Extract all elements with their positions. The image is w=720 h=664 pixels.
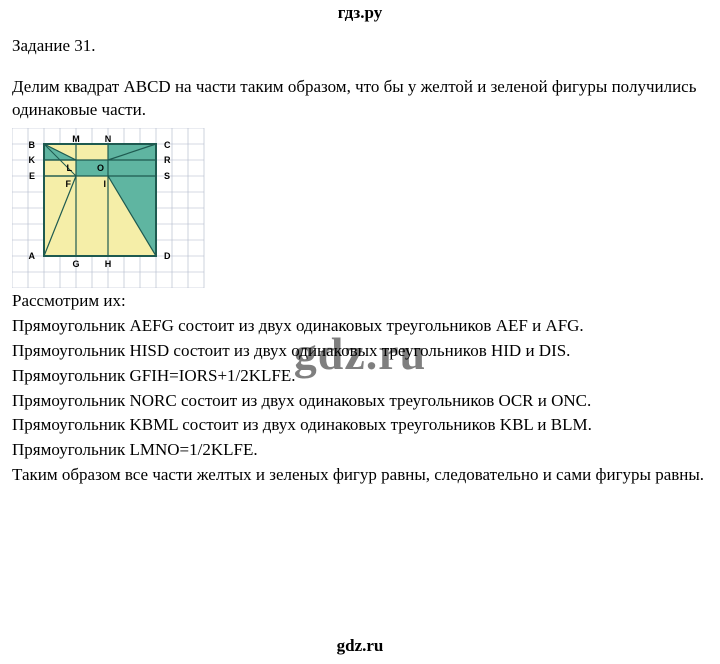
task-title: Задание 31. — [12, 35, 708, 58]
svg-text:H: H — [105, 259, 112, 269]
after-figure-label: Рассмотрим их: — [12, 290, 708, 313]
svg-text:C: C — [164, 140, 171, 150]
content-area: Задание 31. Делим квадрат ABCD на части … — [0, 25, 720, 487]
svg-text:B: B — [29, 140, 36, 150]
svg-text:K: K — [29, 155, 36, 165]
geometry-figure: B M N C K R L O E F I S A G H D — [12, 128, 218, 288]
site-name: гдз.ру — [338, 3, 383, 22]
site-header: гдз.ру — [0, 0, 720, 25]
watermark-footer: gdz.ru — [337, 635, 384, 658]
paragraph-4: Прямоугольник NORC состоит из двух одина… — [12, 390, 708, 413]
page-root: гдз.ру Задание 31. Делим квадрат ABCD на… — [0, 0, 720, 664]
svg-text:M: M — [72, 134, 80, 144]
paragraph-6: Прямоугольник LMNO=1/2KLFE. — [12, 439, 708, 462]
svg-text:G: G — [72, 259, 79, 269]
svg-text:F: F — [66, 179, 72, 189]
intro-text: Делим квадрат ABCD на части таким образо… — [12, 76, 708, 122]
paragraph-5: Прямоугольник KBML состоит из двух одина… — [12, 414, 708, 437]
svg-text:S: S — [164, 171, 170, 181]
paragraph-1: Прямоугольник AEFG состоит из двух одина… — [12, 315, 708, 338]
svg-text:E: E — [29, 171, 35, 181]
svg-text:O: O — [97, 163, 104, 173]
figure-container: B M N C K R L O E F I S A G H D — [12, 128, 218, 288]
svg-text:N: N — [105, 134, 112, 144]
svg-text:L: L — [67, 163, 73, 173]
svg-text:D: D — [164, 251, 171, 261]
svg-text:I: I — [103, 179, 106, 189]
svg-text:A: A — [29, 251, 36, 261]
svg-text:R: R — [164, 155, 171, 165]
paragraph-7: Таким образом все части желтых и зеленых… — [12, 464, 708, 487]
paragraph-2: Прямоугольник HISD состоит из двух одина… — [12, 340, 708, 363]
paragraph-3: Прямоугольник GFIH=IORS+1/2KLFE. — [12, 365, 708, 388]
